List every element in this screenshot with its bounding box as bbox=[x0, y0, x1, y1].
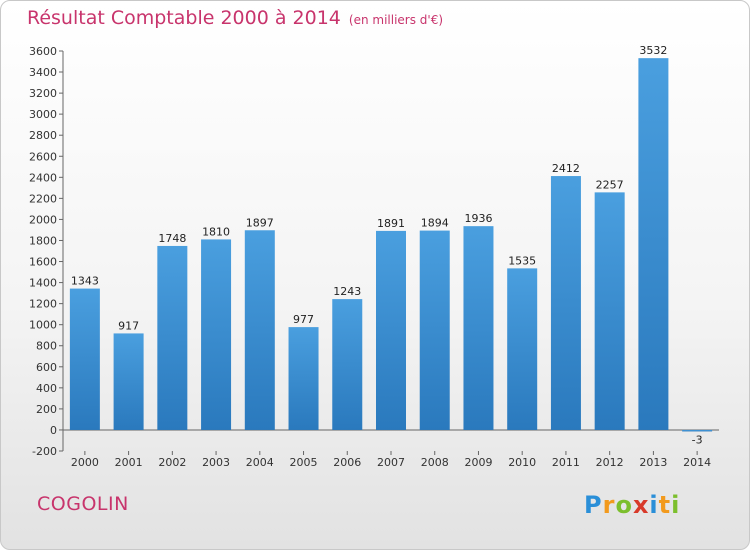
data-label-2011: 2412 bbox=[552, 162, 580, 175]
logo-letter: P bbox=[584, 491, 603, 519]
x-tick-label-2009: 2009 bbox=[464, 456, 492, 469]
y-tick-label: 600 bbox=[36, 361, 57, 374]
bar-2010 bbox=[507, 268, 538, 430]
logo-letter: i bbox=[649, 491, 659, 519]
data-label-2003: 1810 bbox=[202, 225, 230, 238]
logo-letter: r bbox=[602, 491, 616, 519]
data-label-2010: 1535 bbox=[508, 254, 536, 267]
x-tick-label-2014: 2014 bbox=[683, 456, 711, 469]
x-tick-label-2012: 2012 bbox=[596, 456, 624, 469]
data-label-2007: 1891 bbox=[377, 217, 405, 230]
logo-letter: t bbox=[658, 491, 672, 519]
y-tick-label: 2600 bbox=[29, 150, 57, 163]
y-tick-label: 3600 bbox=[29, 45, 57, 58]
y-tick-label: 800 bbox=[36, 340, 57, 353]
data-label-2012: 2257 bbox=[596, 178, 624, 191]
x-tick-label-2002: 2002 bbox=[158, 456, 186, 469]
proxiti-logo: Proxiti bbox=[584, 491, 680, 519]
bar-2014 bbox=[682, 429, 713, 432]
bar-2002 bbox=[157, 245, 188, 430]
x-tick-label-2003: 2003 bbox=[202, 456, 230, 469]
y-tick-label: 2800 bbox=[29, 129, 57, 142]
data-label-2014: -3 bbox=[692, 433, 703, 446]
bar-2003 bbox=[201, 239, 232, 430]
data-label-2005: 977 bbox=[293, 313, 314, 326]
data-label-2001: 917 bbox=[118, 319, 139, 332]
y-tick-label: 1800 bbox=[29, 234, 57, 247]
bar-2009 bbox=[463, 226, 494, 430]
y-tick-label: -200 bbox=[32, 445, 57, 458]
y-tick-label: 3400 bbox=[29, 66, 57, 79]
y-tick-label: 400 bbox=[36, 382, 57, 395]
logo-letter: x bbox=[632, 491, 650, 519]
y-tick-label: 0 bbox=[50, 424, 57, 437]
data-label-2004: 1897 bbox=[246, 216, 274, 229]
place-name: COGOLIN bbox=[37, 493, 129, 515]
x-tick-label-2011: 2011 bbox=[552, 456, 580, 469]
bar-2000 bbox=[69, 288, 100, 430]
chart-title-text: Résultat Comptable 2000 à 2014 bbox=[27, 7, 341, 29]
data-label-2000: 1343 bbox=[71, 275, 99, 288]
y-tick-label: 2000 bbox=[29, 213, 57, 226]
data-label-2006: 1243 bbox=[333, 285, 361, 298]
x-tick-label-2010: 2010 bbox=[508, 456, 536, 469]
x-tick-label-2001: 2001 bbox=[115, 456, 143, 469]
y-tick-label: 3200 bbox=[29, 87, 57, 100]
y-tick-label: 1200 bbox=[29, 298, 57, 311]
y-tick-label: 1000 bbox=[29, 319, 57, 332]
logo-letter: o bbox=[615, 491, 633, 519]
y-tick-label: 2400 bbox=[29, 171, 57, 184]
bar-2007 bbox=[376, 230, 406, 430]
y-tick-label: 3000 bbox=[29, 108, 57, 121]
y-tick-label: 1400 bbox=[29, 277, 57, 290]
bar-2011 bbox=[550, 176, 581, 430]
data-label-2002: 1748 bbox=[158, 232, 186, 245]
x-tick-label-2008: 2008 bbox=[421, 456, 449, 469]
data-label-2013: 3532 bbox=[639, 44, 667, 57]
y-tick-label: 1600 bbox=[29, 256, 57, 269]
bar-2012 bbox=[594, 192, 625, 430]
x-tick-label-2005: 2005 bbox=[290, 456, 318, 469]
bar-2013 bbox=[638, 58, 669, 430]
x-tick-label-2000: 2000 bbox=[71, 456, 99, 469]
logo-letter: i bbox=[671, 491, 681, 519]
chart-subtitle: (en milliers d'€) bbox=[348, 13, 444, 27]
data-label-2009: 1936 bbox=[464, 212, 492, 225]
bar-2005 bbox=[288, 327, 319, 430]
x-tick-label-2004: 2004 bbox=[246, 456, 274, 469]
x-tick-label-2013: 2013 bbox=[639, 456, 667, 469]
y-tick-label: 200 bbox=[36, 403, 57, 416]
chart-title: Résultat Comptable 2000 à 2014 (en millie… bbox=[27, 7, 443, 29]
x-tick-label-2007: 2007 bbox=[377, 456, 405, 469]
data-label-2008: 1894 bbox=[421, 217, 449, 230]
x-tick-label-2006: 2006 bbox=[333, 456, 361, 469]
y-tick-label: 2200 bbox=[29, 192, 57, 205]
bar-2004 bbox=[244, 230, 275, 430]
bar-2008 bbox=[419, 230, 450, 430]
bar-2006 bbox=[332, 299, 363, 430]
bar-2001 bbox=[113, 333, 144, 430]
